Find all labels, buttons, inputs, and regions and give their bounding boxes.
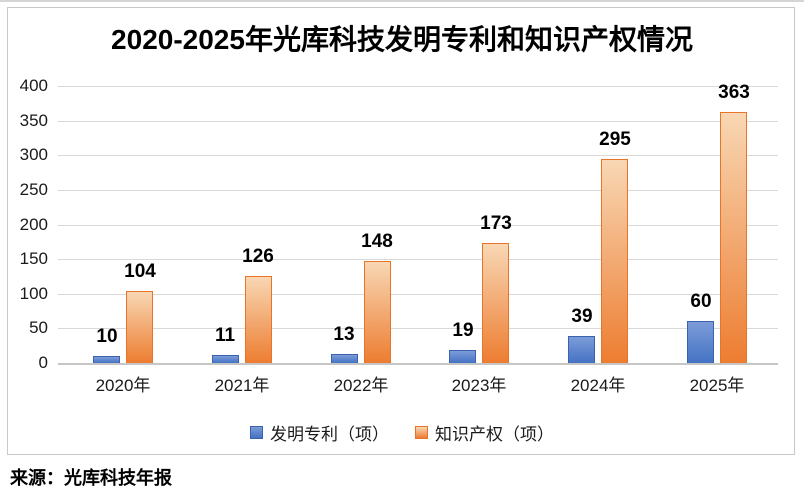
chart-title: 2020-2025年光库科技发明专利和知识产权情况 [111, 24, 693, 55]
bar-知识产权（项）-2024年 [601, 159, 628, 363]
value-label: 126 [242, 246, 274, 267]
bar-发明专利（项）-2024年 [568, 336, 595, 363]
value-label: 10 [96, 326, 118, 347]
y-tick-label: 200 [19, 215, 48, 234]
y-tick-label: 250 [19, 180, 48, 199]
source-note: 来源：光库科技年报 [10, 468, 172, 488]
legend: 发明专利（项） 知识产权（项） [7, 420, 797, 444]
y-tick-label: 100 [19, 284, 48, 303]
gridline-150 [58, 259, 778, 261]
gridline-200 [58, 224, 778, 226]
y-tick-label: 300 [19, 145, 48, 164]
bar-知识产权（项）-2020年 [126, 291, 153, 363]
gridline-250 [58, 189, 778, 191]
bar-发明专利（项）-2022年 [331, 354, 358, 363]
value-label: 13 [333, 324, 355, 345]
x-category-label: 2025年 [689, 376, 745, 395]
bar-发明专利（项）-2023年 [449, 350, 476, 363]
value-label: 173 [480, 213, 512, 234]
x-category-label: 2022年 [333, 376, 389, 395]
top-border-line [0, 0, 804, 2]
gridline-100 [58, 293, 778, 295]
value-label: 60 [690, 291, 712, 312]
value-label: 148 [361, 231, 393, 252]
y-tick-label: 150 [19, 249, 48, 268]
value-label: 363 [718, 82, 750, 103]
gridline-350 [58, 120, 778, 122]
bar-发明专利（项）-2021年 [212, 355, 239, 363]
value-label: 104 [124, 261, 156, 282]
legend-swatch [415, 425, 428, 439]
value-label: 11 [214, 325, 236, 346]
y-tick-label: 0 [38, 353, 48, 372]
gridline-50 [58, 328, 778, 330]
x-category-label: 2023年 [451, 376, 507, 395]
value-label: 19 [452, 320, 474, 341]
bar-知识产权（项）-2021年 [245, 276, 272, 363]
chart-frame [7, 7, 795, 455]
value-label: 39 [571, 306, 593, 327]
x-axis-line [58, 363, 778, 365]
y-tick-label: 400 [19, 76, 48, 95]
x-category-label: 2020年 [95, 376, 151, 395]
x-category-label: 2024年 [570, 376, 626, 395]
value-label: 295 [599, 129, 631, 150]
y-tick-label: 350 [19, 111, 48, 130]
bar-知识产权（项）-2025年 [720, 112, 747, 363]
bar-知识产权（项）-2022年 [364, 261, 391, 363]
legend-label: 发明专利（项） [270, 424, 389, 444]
gridline-300 [58, 155, 778, 157]
legend-item-知识产权（项）: 知识产权（项） [415, 420, 554, 445]
x-category-label: 2021年 [214, 376, 270, 395]
bar-知识产权（项）-2023年 [482, 243, 509, 363]
bar-发明专利（项）-2025年 [687, 321, 714, 363]
legend-label: 知识产权（项） [435, 424, 554, 444]
gridline-400 [58, 86, 778, 87]
y-tick-label: 50 [29, 318, 48, 337]
bar-发明专利（项）-2020年 [93, 356, 120, 363]
legend-item-发明专利（项）: 发明专利（项） [250, 420, 389, 445]
legend-swatch [250, 425, 263, 439]
